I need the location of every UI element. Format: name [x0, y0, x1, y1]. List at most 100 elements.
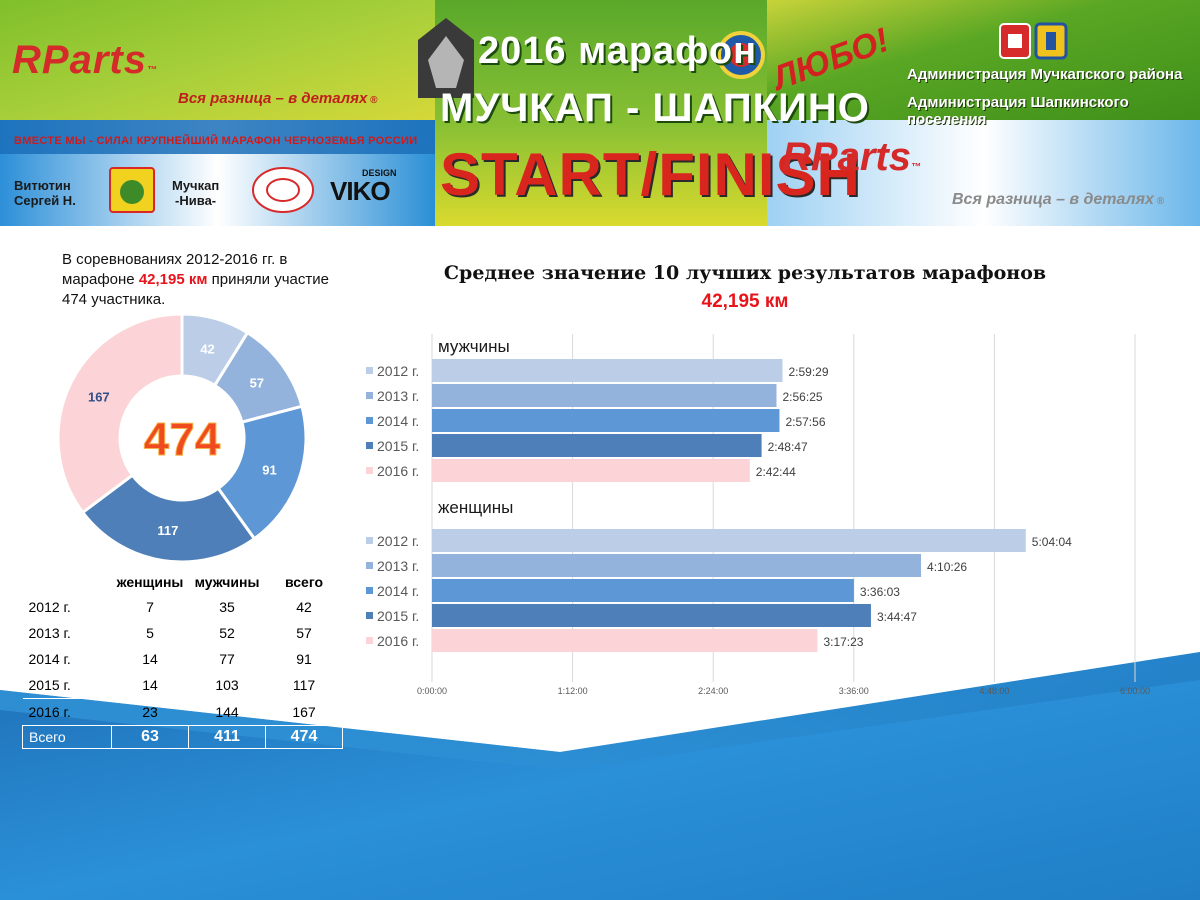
table-cell-women: 7 — [146, 599, 154, 615]
table-cell-year: 2014 г. — [28, 651, 71, 667]
legend-swatch — [366, 442, 373, 449]
table-cell-total: 474 — [265, 725, 343, 749]
bar-value-label: 3:36:03 — [860, 585, 900, 599]
participants-table: женщины мужчины всего 2012 г. 7 35 42 2013 г… — [22, 570, 343, 749]
wolf-emblem-icon — [418, 18, 474, 98]
legend-swatch — [366, 637, 373, 644]
y-category-label: 2016 г. — [377, 633, 419, 649]
table-cell-total: 117 — [292, 677, 316, 693]
banner-background — [0, 0, 1200, 226]
bar-men-2013 — [432, 384, 777, 407]
admin-muchkap: Администрация Мучкапского района — [907, 66, 1183, 83]
table-cell-year: 2015 г. — [28, 677, 71, 693]
donut-value-label: 167 — [88, 389, 110, 404]
col-men: мужчины — [194, 574, 260, 590]
table-cell-total: 42 — [296, 599, 312, 615]
y-category-label: 2012 г. — [377, 533, 419, 549]
table-cell-men: 144 — [188, 698, 266, 726]
bar-value-label: 5:04:04 — [1032, 535, 1072, 549]
table-row: 2014 г. 14 77 91 — [23, 646, 343, 672]
sponsor-viko: VIKO — [330, 176, 391, 206]
y-category-label: 2014 г. — [377, 413, 419, 429]
seeds-logo-icon — [109, 167, 155, 213]
y-category-label: 2013 г. — [377, 388, 419, 404]
donut-segment-2014 — [216, 404, 308, 541]
brand-tagline-left: Вся разница – в деталях ® — [178, 90, 378, 107]
slogan: ВМЕСТЕ МЫ - СИЛА! КРУПНЕЙШИЙ МАРАФОН ЧЕР… — [14, 135, 418, 147]
donut-value-label: 117 — [157, 523, 178, 538]
bar-women-2013 — [432, 554, 922, 577]
shapkino-coat-of-arms-icon — [1034, 22, 1068, 60]
bar-value-label: 2:59:29 — [788, 365, 828, 379]
table-cell-men: 35 — [219, 599, 235, 615]
chart-title: Среднее значение 10 лучших результатов м… — [443, 262, 1047, 284]
brand-logo-left: RParts™ — [12, 38, 158, 82]
table-cell-year: Всего — [22, 725, 112, 749]
group-label-women: женщины — [438, 498, 513, 517]
cream-logo-icon — [252, 167, 314, 213]
y-category-label: 2015 г. — [377, 608, 419, 624]
x-tick-label: 3:36:00 — [839, 686, 869, 696]
y-category-label: 2012 г. — [377, 363, 419, 379]
chart-subtitle: 42,195 км — [701, 291, 789, 312]
table-cell-men: 77 — [219, 651, 235, 667]
muchkap-coat-of-arms-icon — [999, 23, 1031, 59]
table-cell-women: 14 — [142, 651, 158, 667]
bar-men-2016 — [432, 459, 750, 482]
legend-swatch — [366, 367, 373, 374]
table-cell-men: 52 — [219, 625, 235, 641]
donut-total-label: 474 — [144, 413, 221, 465]
bar-value-label: 3:17:23 — [823, 635, 863, 649]
col-total: всего — [284, 574, 324, 590]
bar-value-label: 2:57:56 — [785, 415, 825, 429]
participants-donut-chart: 42 57 91 117 167 474 — [56, 312, 308, 564]
bar-men-2014 — [432, 409, 780, 432]
bar-women-2014 — [432, 579, 854, 602]
bar-value-label: 3:44:47 — [877, 610, 917, 624]
sponsor-viko-design-label: DESIGN — [362, 168, 397, 178]
y-category-label: 2013 г. — [377, 558, 419, 574]
header-banner: RParts™ Вся разница – в деталях ® ВМЕСТЕ… — [0, 0, 1200, 226]
x-tick-label: 0:00:00 — [417, 686, 447, 696]
legend-swatch — [366, 612, 373, 619]
x-tick-label: 4:48:00 — [979, 686, 1009, 696]
table-row: 2012 г. 7 35 42 — [23, 594, 343, 620]
group-label-men: мужчины — [438, 337, 510, 356]
donut-segment-2015 — [80, 473, 257, 564]
bar-value-label: 2:48:47 — [768, 440, 808, 454]
y-category-label: 2016 г. — [377, 463, 419, 479]
bar-women-2016 — [432, 629, 818, 652]
donut-value-label: 91 — [262, 462, 276, 477]
x-tick-label: 1:12:00 — [558, 686, 588, 696]
event-year-title: 2016 марафон — [478, 30, 758, 72]
table-cell-year: 2013 г. — [28, 625, 71, 641]
donut-segment-2016 — [56, 312, 184, 515]
legend-swatch — [366, 417, 373, 424]
table-cell-men: 103 — [215, 677, 239, 693]
table-cell-women: 23 — [111, 698, 189, 726]
table-cell-women: 14 — [142, 677, 158, 693]
table-cell-year: 2012 г. — [28, 599, 71, 615]
legend-swatch — [366, 392, 373, 399]
x-tick-label: 2:24:00 — [698, 686, 728, 696]
table-total-row: Всего 63 411 474 — [22, 725, 343, 749]
sponsor-vityutin: Витютин Сергей Н. — [14, 178, 76, 208]
marathon-medal-icon — [717, 31, 765, 79]
table-cell-total: 91 — [296, 651, 312, 667]
sponsor-muchkap-niva: Мучкап -Нива- — [172, 178, 220, 208]
legend-swatch — [366, 537, 373, 544]
event-start-finish: START/FINISH — [440, 141, 861, 208]
donut-value-label: 57 — [250, 376, 264, 391]
bar-value-label: 4:10:26 — [927, 560, 967, 574]
legend-swatch — [366, 467, 373, 474]
table-row: 2013 г. 5 52 57 — [23, 620, 343, 646]
table-row: 2016 г. 23 144 167 — [22, 698, 343, 726]
y-category-label: 2015 г. — [377, 438, 419, 454]
legend-swatch — [366, 587, 373, 594]
table-header-row: женщины мужчины всего — [23, 570, 343, 594]
table-row: 2015 г. 14 103 117 — [23, 672, 343, 699]
admin-shapkino: Администрация Шапкинского поселения — [907, 94, 1129, 128]
table-cell-women: 5 — [146, 625, 154, 641]
table-cell-women: 63 — [111, 725, 189, 749]
